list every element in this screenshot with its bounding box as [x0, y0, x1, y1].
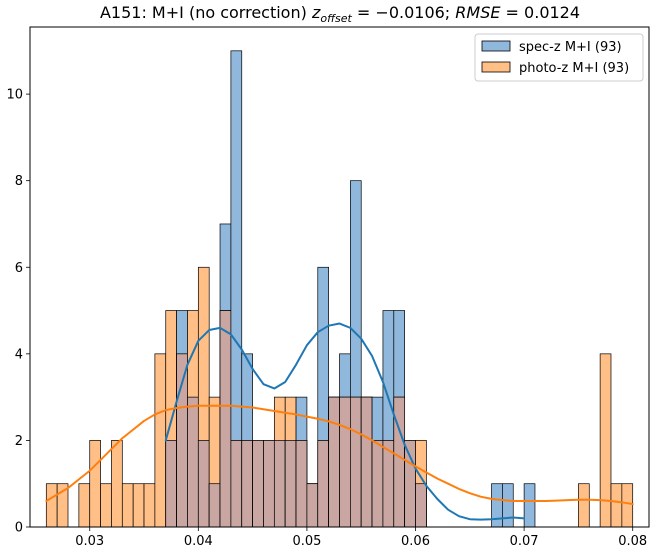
- bar-overlap: [165, 440, 177, 528]
- bar-overlap: [241, 440, 253, 528]
- title-rmse-value: = 0.0124: [500, 3, 580, 22]
- title-prefix: A151: M+I (no correction): [100, 3, 312, 22]
- bar-overlap: [328, 396, 340, 528]
- bar-photo-z: [45, 483, 58, 528]
- y-tick-label: 8: [15, 174, 23, 189]
- legend-label-spec-z: spec-z M+I (93): [519, 40, 622, 55]
- bar-overlap: [197, 440, 210, 528]
- title-offset-value: = −0.0106;: [352, 3, 455, 22]
- bar-photo-z: [154, 353, 167, 528]
- bar-overlap: [284, 440, 297, 528]
- bars-layer: [45, 50, 634, 528]
- bar-overlap: [252, 440, 264, 528]
- x-tick-label: 0.04: [184, 534, 213, 549]
- chart-title: A151: M+I (no correction) zoffset = −0.0…: [100, 3, 580, 25]
- title-z-symbol: z: [311, 3, 321, 22]
- bar-overlap: [350, 396, 362, 528]
- bar-photo-z: [89, 440, 101, 528]
- y-tick-label: 4: [15, 347, 23, 362]
- kde-line-spec-z: [164, 322, 526, 521]
- bar-photo-z: [100, 483, 112, 528]
- x-axis: 0.03 0.04 0.05 0.06 0.07 0.08: [75, 527, 647, 549]
- bar-overlap: [230, 440, 243, 528]
- y-axis: 0 2 4 6 8 10: [6, 88, 30, 536]
- bar-overlap: [208, 483, 221, 528]
- bar-photo-z: [610, 483, 623, 528]
- legend-swatch-photo-z: [481, 61, 511, 73]
- bar-photo-z: [132, 483, 145, 528]
- bar-photo-z: [111, 440, 123, 528]
- y-tick-label: 6: [15, 261, 23, 276]
- x-tick-label: 0.06: [401, 534, 430, 549]
- bar-overlap: [273, 440, 286, 528]
- bar-overlap: [404, 440, 416, 528]
- bar-spec-z: [502, 483, 514, 528]
- plot-frame: [29, 26, 650, 528]
- x-tick-label: 0.07: [510, 534, 539, 549]
- kde-line-photo-z: [45, 404, 634, 506]
- legend-label-photo-z: photo-z M+I (93): [519, 61, 629, 76]
- y-tick-label: 10: [6, 88, 23, 103]
- bar-overlap: [187, 396, 199, 528]
- x-tick-label: 0.05: [292, 534, 321, 549]
- bar-overlap: [295, 440, 308, 528]
- title-z-subscript: offset: [320, 12, 352, 25]
- bar-spec-z: [491, 483, 503, 528]
- bar-photo-z: [78, 483, 91, 528]
- bar-spec-z: [523, 483, 536, 528]
- bar-photo-z: [578, 483, 590, 528]
- bar-overlap: [219, 310, 232, 528]
- title-rmse-symbol: RMSE: [455, 3, 501, 22]
- kde-layer: [45, 322, 634, 521]
- legend: spec-z M+I (93) photo-z M+I (93): [474, 33, 644, 82]
- bar-overlap: [263, 440, 275, 528]
- bar-overlap: [360, 396, 373, 528]
- bar-photo-z: [143, 483, 156, 528]
- bar-overlap: [415, 483, 427, 528]
- legend-box: [474, 33, 644, 82]
- bar-overlap: [371, 440, 384, 528]
- x-tick-label: 0.08: [618, 534, 647, 549]
- bar-overlap: [317, 440, 329, 528]
- y-tick-label: 0: [15, 521, 23, 536]
- legend-swatch-spec-z: [481, 40, 511, 52]
- bar-photo-z: [121, 483, 134, 528]
- bar-overlap: [306, 483, 319, 528]
- y-tick-label: 2: [15, 434, 23, 449]
- x-tick-label: 0.03: [75, 534, 104, 549]
- bar-photo-z: [621, 483, 634, 528]
- bar-overlap: [339, 396, 351, 528]
